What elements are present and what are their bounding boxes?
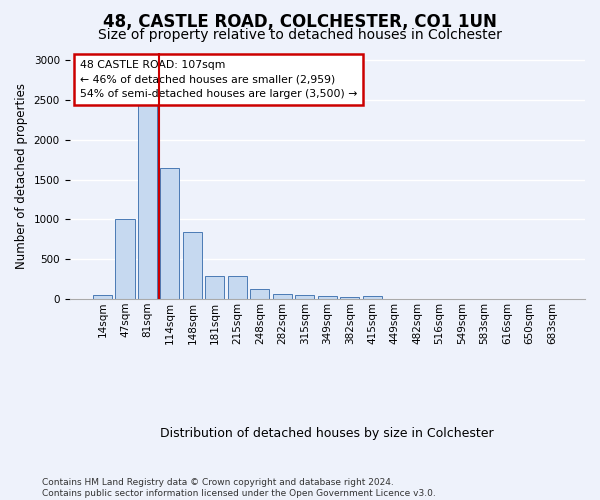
Bar [160, 168, 179, 299]
Bar [273, 294, 292, 299]
Bar [295, 295, 314, 299]
X-axis label: Distribution of detached houses by size in Colchester: Distribution of detached houses by size … [160, 427, 494, 440]
Bar [183, 232, 202, 299]
Bar [138, 102, 157, 299]
Text: 48 CASTLE ROAD: 107sqm
← 46% of detached houses are smaller (2,959)
54% of semi-: 48 CASTLE ROAD: 107sqm ← 46% of detached… [80, 60, 357, 100]
Bar [250, 289, 269, 299]
Bar [93, 295, 112, 299]
Text: Size of property relative to detached houses in Colchester: Size of property relative to detached ho… [98, 28, 502, 42]
Bar [318, 296, 337, 299]
Text: Contains HM Land Registry data © Crown copyright and database right 2024.
Contai: Contains HM Land Registry data © Crown c… [42, 478, 436, 498]
Bar [362, 296, 382, 299]
Y-axis label: Number of detached properties: Number of detached properties [15, 82, 28, 268]
Bar [205, 276, 224, 299]
Bar [340, 297, 359, 299]
Text: 48, CASTLE ROAD, COLCHESTER, CO1 1UN: 48, CASTLE ROAD, COLCHESTER, CO1 1UN [103, 12, 497, 30]
Bar [228, 276, 247, 299]
Bar [115, 220, 134, 299]
